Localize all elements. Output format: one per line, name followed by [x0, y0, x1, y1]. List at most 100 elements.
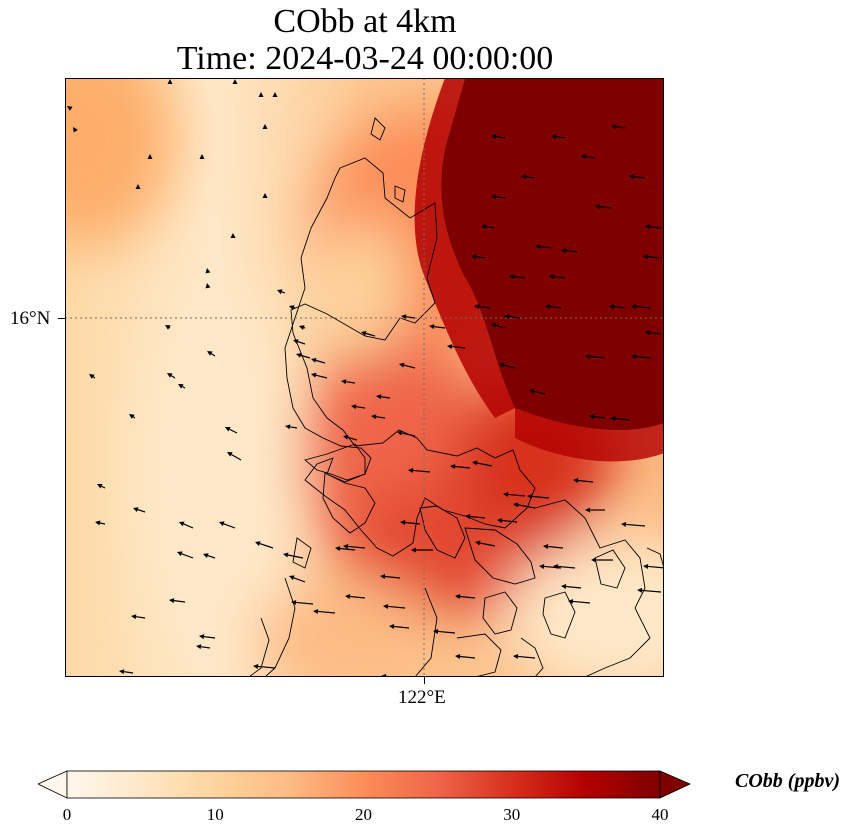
wind-arrow: [207, 351, 216, 357]
wind-arrow: [97, 484, 106, 489]
colorbar-tick-label: 10: [206, 805, 224, 824]
wind-arrow: [450, 464, 471, 469]
wind-arrow: [133, 507, 146, 513]
wind-arrow: [376, 394, 391, 400]
wind-arrow: [341, 379, 356, 385]
coastlines: [248, 117, 664, 677]
wind-arrow: [513, 653, 536, 659]
colorbar-tick-label: 0: [62, 805, 72, 824]
wind-arrow: [167, 373, 176, 379]
wind-arrow: [499, 362, 516, 369]
lat-tick: [58, 318, 65, 319]
wind-arrow: [474, 304, 491, 310]
wind-arrow: [433, 628, 456, 634]
wind-arrow: [561, 248, 578, 254]
wind-arrow: [89, 374, 96, 379]
wind-arrow: [529, 388, 546, 395]
wind-arrow: [199, 154, 205, 159]
wind-arrow: [177, 551, 194, 559]
wind-arrow: [465, 514, 486, 519]
colorbar-tick-label: 40: [651, 805, 669, 824]
wind-arrow: [283, 552, 304, 559]
wind-arrow: [471, 254, 486, 260]
map-panel: [65, 78, 664, 677]
wind-arrow: [481, 224, 496, 230]
wind-arrow: [545, 304, 562, 310]
lat-label: 16°N: [10, 308, 51, 329]
colorbar-min-extend: [38, 770, 68, 799]
wind-arrow: [401, 314, 416, 320]
wind-arrow: [311, 357, 326, 364]
wind-arrow: [543, 544, 564, 549]
wind-arrow: [553, 563, 576, 569]
wind-arrow: [503, 491, 526, 497]
wind-arrow: [383, 603, 406, 609]
wind-arrow: [631, 354, 652, 359]
wind-arrow: [299, 325, 306, 330]
wind-arrow: [589, 414, 606, 420]
wind-arrow: [631, 304, 652, 309]
wind-arrow: [455, 594, 476, 599]
colorbar-tick-label: 20: [355, 805, 372, 824]
wind-arrow: [400, 520, 421, 525]
wind-arrow: [539, 563, 562, 569]
wind-arrow: [455, 654, 476, 659]
colorbar-max-extend: [659, 770, 691, 799]
wind-arrow: [135, 184, 141, 189]
wind-arrow: [513, 502, 536, 509]
wind-arrow: [585, 507, 605, 513]
wind-arrow: [219, 521, 236, 529]
wind-arrow: [509, 274, 526, 280]
colorbar-scale: [66, 770, 661, 799]
wind-arrow: [232, 79, 238, 84]
wind-arrow: [262, 124, 268, 129]
wind-arrow: [67, 106, 73, 111]
wind-vectors: [67, 79, 664, 677]
wind-arrow: [227, 452, 242, 461]
wind-arrow: [535, 244, 552, 250]
wind-arrow: [272, 92, 278, 97]
wind-arrow: [285, 424, 298, 430]
wind-arrow: [429, 324, 446, 330]
wind-arrow: [343, 543, 366, 549]
lon-tick: [424, 677, 425, 684]
wind-arrow: [73, 127, 78, 133]
wind-arrow: [491, 134, 506, 140]
wind-arrow: [335, 546, 356, 551]
wind-arrow: [629, 174, 646, 180]
wind-arrow: [95, 520, 106, 526]
wind-arrow: [165, 325, 171, 330]
map-time: Time: 2024-03-24 00:00:00: [176, 40, 554, 77]
wind-arrow: [561, 584, 582, 589]
colorbar-title: CObb (ppbv): [735, 770, 840, 792]
map-title: CObb at 4km: [273, 3, 457, 40]
wind-arrow: [573, 478, 594, 483]
wind-arrow: [311, 372, 328, 379]
wind-arrow: [585, 354, 606, 359]
wind-arrow: [643, 563, 664, 569]
wind-arrow: [408, 467, 431, 473]
wind-arrow: [289, 575, 306, 583]
wind-arrow: [611, 124, 626, 130]
wind-arrow: [196, 644, 211, 650]
wind-arrow: [277, 289, 286, 295]
wind-arrow: [491, 194, 506, 200]
wind-arrow: [645, 330, 662, 336]
wind-arrow: [293, 339, 306, 345]
wind-arrow: [230, 233, 236, 238]
wind-arrow: [225, 427, 238, 434]
wind-arrow: [475, 540, 496, 547]
map-canvas: [65, 78, 664, 677]
wind-arrow: [568, 598, 591, 604]
wind-arrow: [549, 274, 566, 280]
wind-arrow: [609, 304, 626, 310]
wind-arrow: [371, 414, 386, 420]
wind-arrow: [591, 557, 613, 563]
wind-arrow: [527, 493, 550, 499]
wind-arrow: [399, 362, 416, 369]
wind-arrow: [203, 553, 216, 559]
wind-arrow: [119, 669, 134, 675]
wind-arrow: [131, 614, 146, 620]
wind-arrow: [169, 598, 186, 604]
wind-arrow: [199, 634, 216, 640]
